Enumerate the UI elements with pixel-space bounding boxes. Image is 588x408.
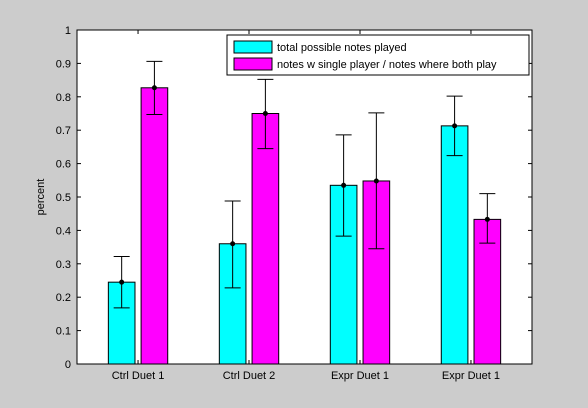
mean-point-1-2 <box>230 241 236 247</box>
y-axis-label: percent <box>35 179 47 216</box>
bar-1-4 <box>440 125 469 365</box>
legend-label-2: notes w single player / notes where both… <box>277 59 497 71</box>
x-tick-label-4: Expr Duet 1 <box>442 370 500 382</box>
legend-box <box>226 34 530 76</box>
bar-2-1 <box>140 87 169 365</box>
axes-layer: Ctrl Duet 1 Ctrl Duet 2 Expr Duet 1 Expr Du… <box>56 25 532 382</box>
y-tick-label-8: 0.8 <box>56 92 71 104</box>
legend-swatch-1 <box>233 40 273 54</box>
mean-point-1-4 <box>452 123 458 129</box>
y-tick-label-10: 1 <box>65 25 71 37</box>
y-tick-label-3: 0.3 <box>56 259 71 271</box>
x-tick-label-1: Ctrl Duet 1 <box>112 370 165 382</box>
y-tick-label-2: 0.2 <box>56 292 71 304</box>
plot-frame <box>76 29 533 365</box>
mean-point-2-3 <box>373 178 379 184</box>
mean-point-2-4 <box>484 216 490 222</box>
legend: total possible notes played notes w singl… <box>226 34 530 76</box>
x-tick-label-3: Expr Duet 1 <box>331 370 389 382</box>
y-tick-label-1: 0.1 <box>56 326 71 338</box>
legend-label-1: total possible notes played <box>277 42 407 54</box>
y-tick-label-5: 0.5 <box>56 192 71 204</box>
x-tick-label-2: Ctrl Duet 2 <box>223 370 276 382</box>
y-tick-label-9: 0.9 <box>56 58 71 70</box>
mean-point-1-3 <box>341 182 347 188</box>
mean-point-1-1 <box>119 279 125 285</box>
mean-point-2-1 <box>151 85 157 91</box>
bar-2-2 <box>251 113 280 365</box>
y-tick-label-7: 0.7 <box>56 125 71 137</box>
mean-point-2-2 <box>262 111 268 116</box>
y-tick-label-6: 0.6 <box>56 159 71 171</box>
bars-layer <box>107 60 502 365</box>
y-tick-label-0: 0 <box>65 359 71 371</box>
y-tick-label-4: 0.4 <box>56 225 71 237</box>
legend-swatch-2 <box>233 57 273 71</box>
